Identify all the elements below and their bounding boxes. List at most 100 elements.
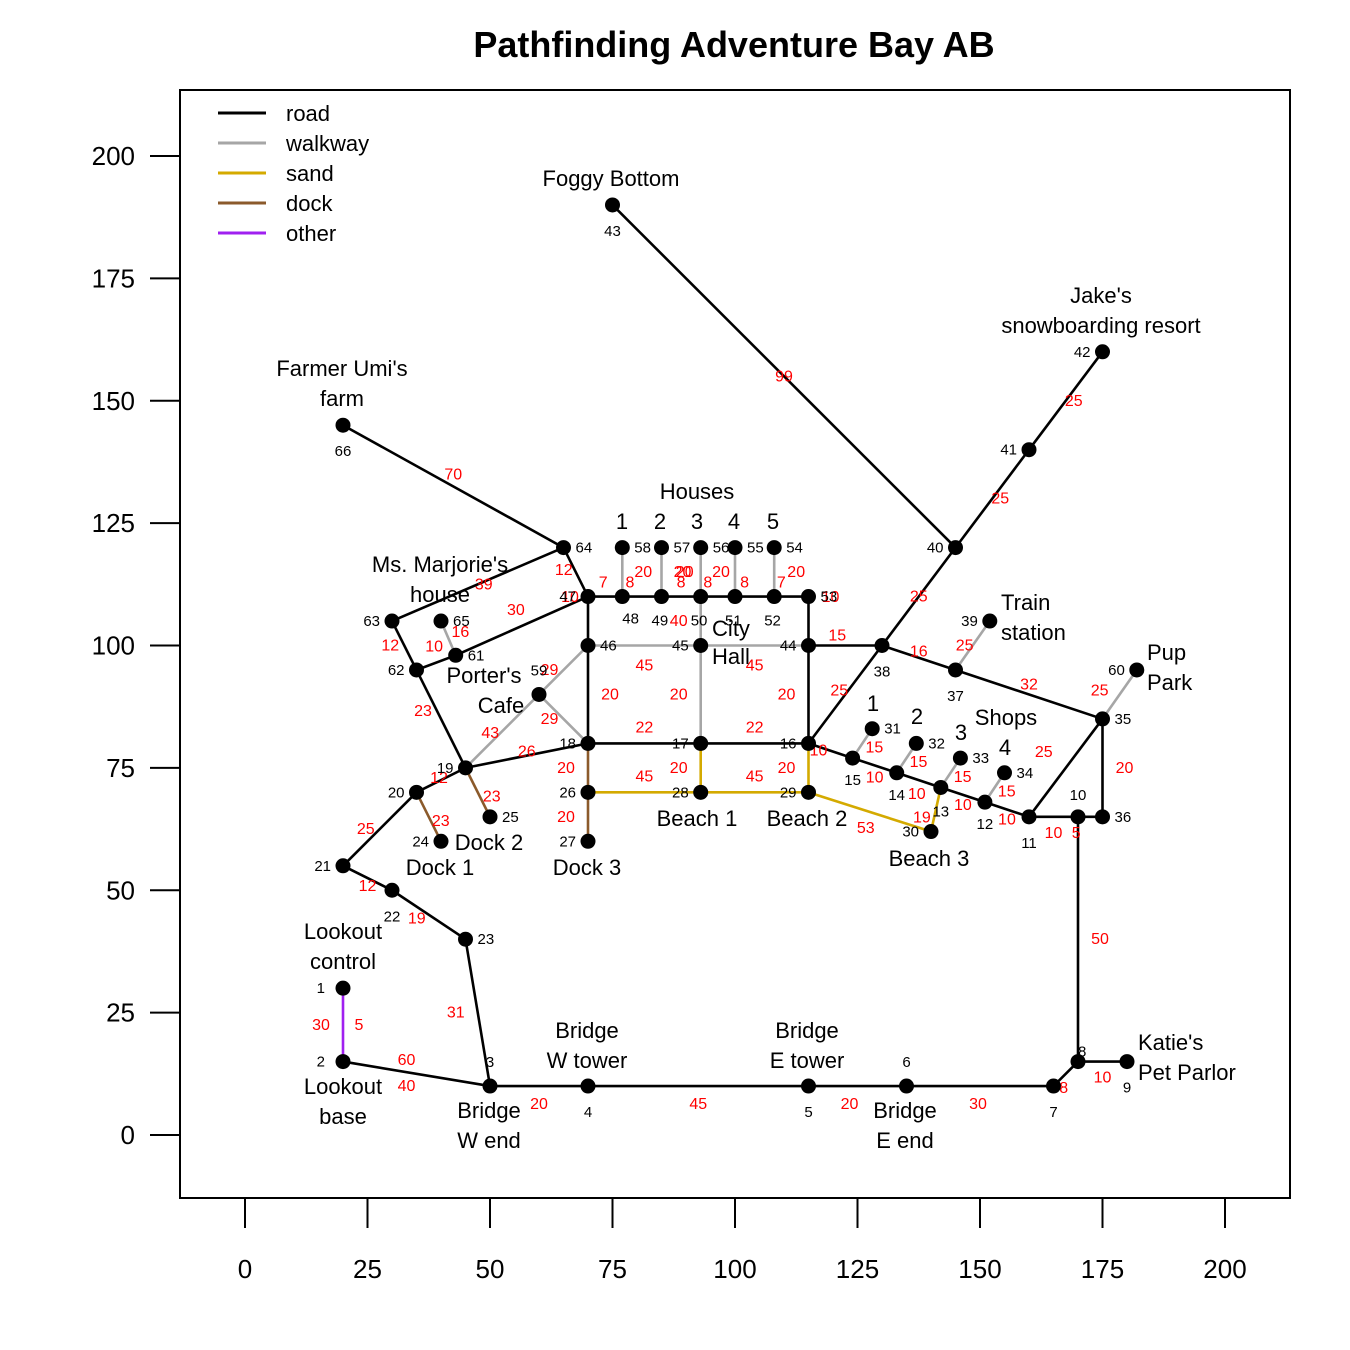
- node-id-label: 48: [622, 611, 639, 628]
- edge-weight-label: 43: [481, 725, 499, 742]
- node-point: [845, 750, 861, 766]
- node-id-label: 50: [691, 613, 708, 630]
- edge-weight-label: 25: [910, 589, 928, 606]
- place-label: Bridge: [555, 1018, 619, 1043]
- node-id-label: 62: [388, 662, 405, 679]
- node-point: [335, 858, 351, 874]
- edge-weight-label: 10: [954, 797, 972, 814]
- node-point: [693, 735, 709, 751]
- node-id-label: 64: [576, 540, 593, 557]
- place-label: Bridge: [457, 1098, 521, 1123]
- node-point: [933, 779, 949, 795]
- edge-weight-label: 10: [425, 639, 443, 656]
- node-id-label: 52: [764, 613, 781, 630]
- node-point: [766, 540, 782, 556]
- place-label: Beach 1: [657, 806, 738, 831]
- place-label: house: [410, 582, 470, 607]
- node-point: [605, 197, 620, 213]
- edge-weight-label: 10: [998, 811, 1016, 828]
- edge-dock: [464, 767, 492, 818]
- node-point: [977, 794, 993, 810]
- edge-weight-label: 25: [1091, 682, 1109, 699]
- node-point: [1119, 1054, 1135, 1070]
- node-point: [335, 980, 351, 996]
- node-id-label: 57: [674, 540, 691, 557]
- x-tick-label: 150: [958, 1254, 1001, 1284]
- place-label: Hall: [712, 644, 750, 669]
- place-label: Train: [1001, 590, 1050, 615]
- place-label: farm: [320, 386, 364, 411]
- edge-weight-label: 19: [913, 809, 931, 826]
- y-tick-label: 0: [121, 1120, 135, 1150]
- node-id-label: 39: [961, 613, 978, 630]
- node-id-label: 33: [972, 750, 989, 767]
- edge-road: [1027, 718, 1104, 818]
- edge-road: [955, 668, 1103, 721]
- node-id-label: 42: [1074, 344, 1091, 361]
- node-id-label: 46: [600, 638, 617, 655]
- place-label: W tower: [547, 1048, 628, 1073]
- edge-weight-label: 8: [677, 575, 686, 592]
- node-point: [531, 686, 547, 702]
- node-point: [908, 735, 924, 751]
- node-point: [614, 589, 630, 605]
- place-label: Foggy Bottom: [543, 166, 680, 191]
- node-id-label: 36: [1115, 809, 1132, 826]
- edge-road: [808, 742, 854, 760]
- edge-weight-label: 20: [778, 686, 796, 703]
- edge-weight-label: 20: [670, 760, 688, 777]
- place-label: Katie's: [1138, 1030, 1203, 1055]
- node-point: [384, 613, 400, 629]
- node-id-label: 24: [412, 833, 429, 850]
- place-label: Shops: [975, 705, 1037, 730]
- edge-weight-label: 29: [541, 662, 559, 679]
- place-label: Dock 3: [553, 855, 621, 880]
- node-id-label: 7: [1049, 1104, 1057, 1121]
- node-id-label: 27: [559, 833, 576, 850]
- x-tick-label: 25: [353, 1254, 382, 1284]
- edge-sand: [808, 791, 932, 833]
- node-id-label: 63: [363, 613, 380, 630]
- node-id-label: 38: [874, 664, 891, 681]
- edge-weight-label: 20: [712, 564, 730, 581]
- edge-weight-label: 8: [703, 575, 712, 592]
- node-point: [693, 540, 709, 556]
- legend-label: dock: [286, 191, 333, 216]
- edge-weight-label: 20: [676, 564, 694, 581]
- place-label: 4: [999, 735, 1011, 760]
- place-label: Houses: [660, 479, 735, 504]
- y-tick-label: 75: [106, 753, 135, 783]
- edge-weight-label: 20: [674, 564, 692, 581]
- node-id-label: 65: [453, 613, 470, 630]
- node-id-label: 2: [317, 1054, 325, 1071]
- edge-road: [562, 547, 590, 598]
- node-id-label: 51: [725, 613, 742, 630]
- node-point: [580, 735, 596, 751]
- edge-road: [984, 800, 1030, 819]
- edge-road: [415, 766, 467, 794]
- place-label: Beach 2: [767, 806, 848, 831]
- edge-walkway: [954, 620, 991, 671]
- node-point: [923, 824, 939, 840]
- place-label: Lookout: [304, 1074, 382, 1099]
- node-id-label: 66: [335, 443, 352, 460]
- edge-weight-label: 15: [910, 754, 928, 771]
- edge-road: [611, 204, 957, 549]
- edge-weight-label: 39: [475, 576, 493, 593]
- edge-weight-label: 20: [530, 1096, 548, 1113]
- edge-weight-label: 12: [555, 562, 573, 579]
- y-tick-label: 125: [92, 508, 135, 538]
- edge-weight-label: 10: [866, 769, 884, 786]
- edge-weight-label: 45: [746, 768, 764, 785]
- node-point: [1095, 711, 1110, 727]
- edge-road: [896, 771, 942, 789]
- edge-road: [391, 889, 467, 941]
- node-id-label: 18: [559, 735, 576, 752]
- node-id-label: 22: [384, 908, 401, 925]
- place-label: E end: [876, 1128, 934, 1153]
- place-label: Dock 2: [455, 830, 523, 855]
- node-point: [448, 647, 464, 663]
- edge-road: [881, 644, 956, 672]
- edge-road: [342, 864, 393, 892]
